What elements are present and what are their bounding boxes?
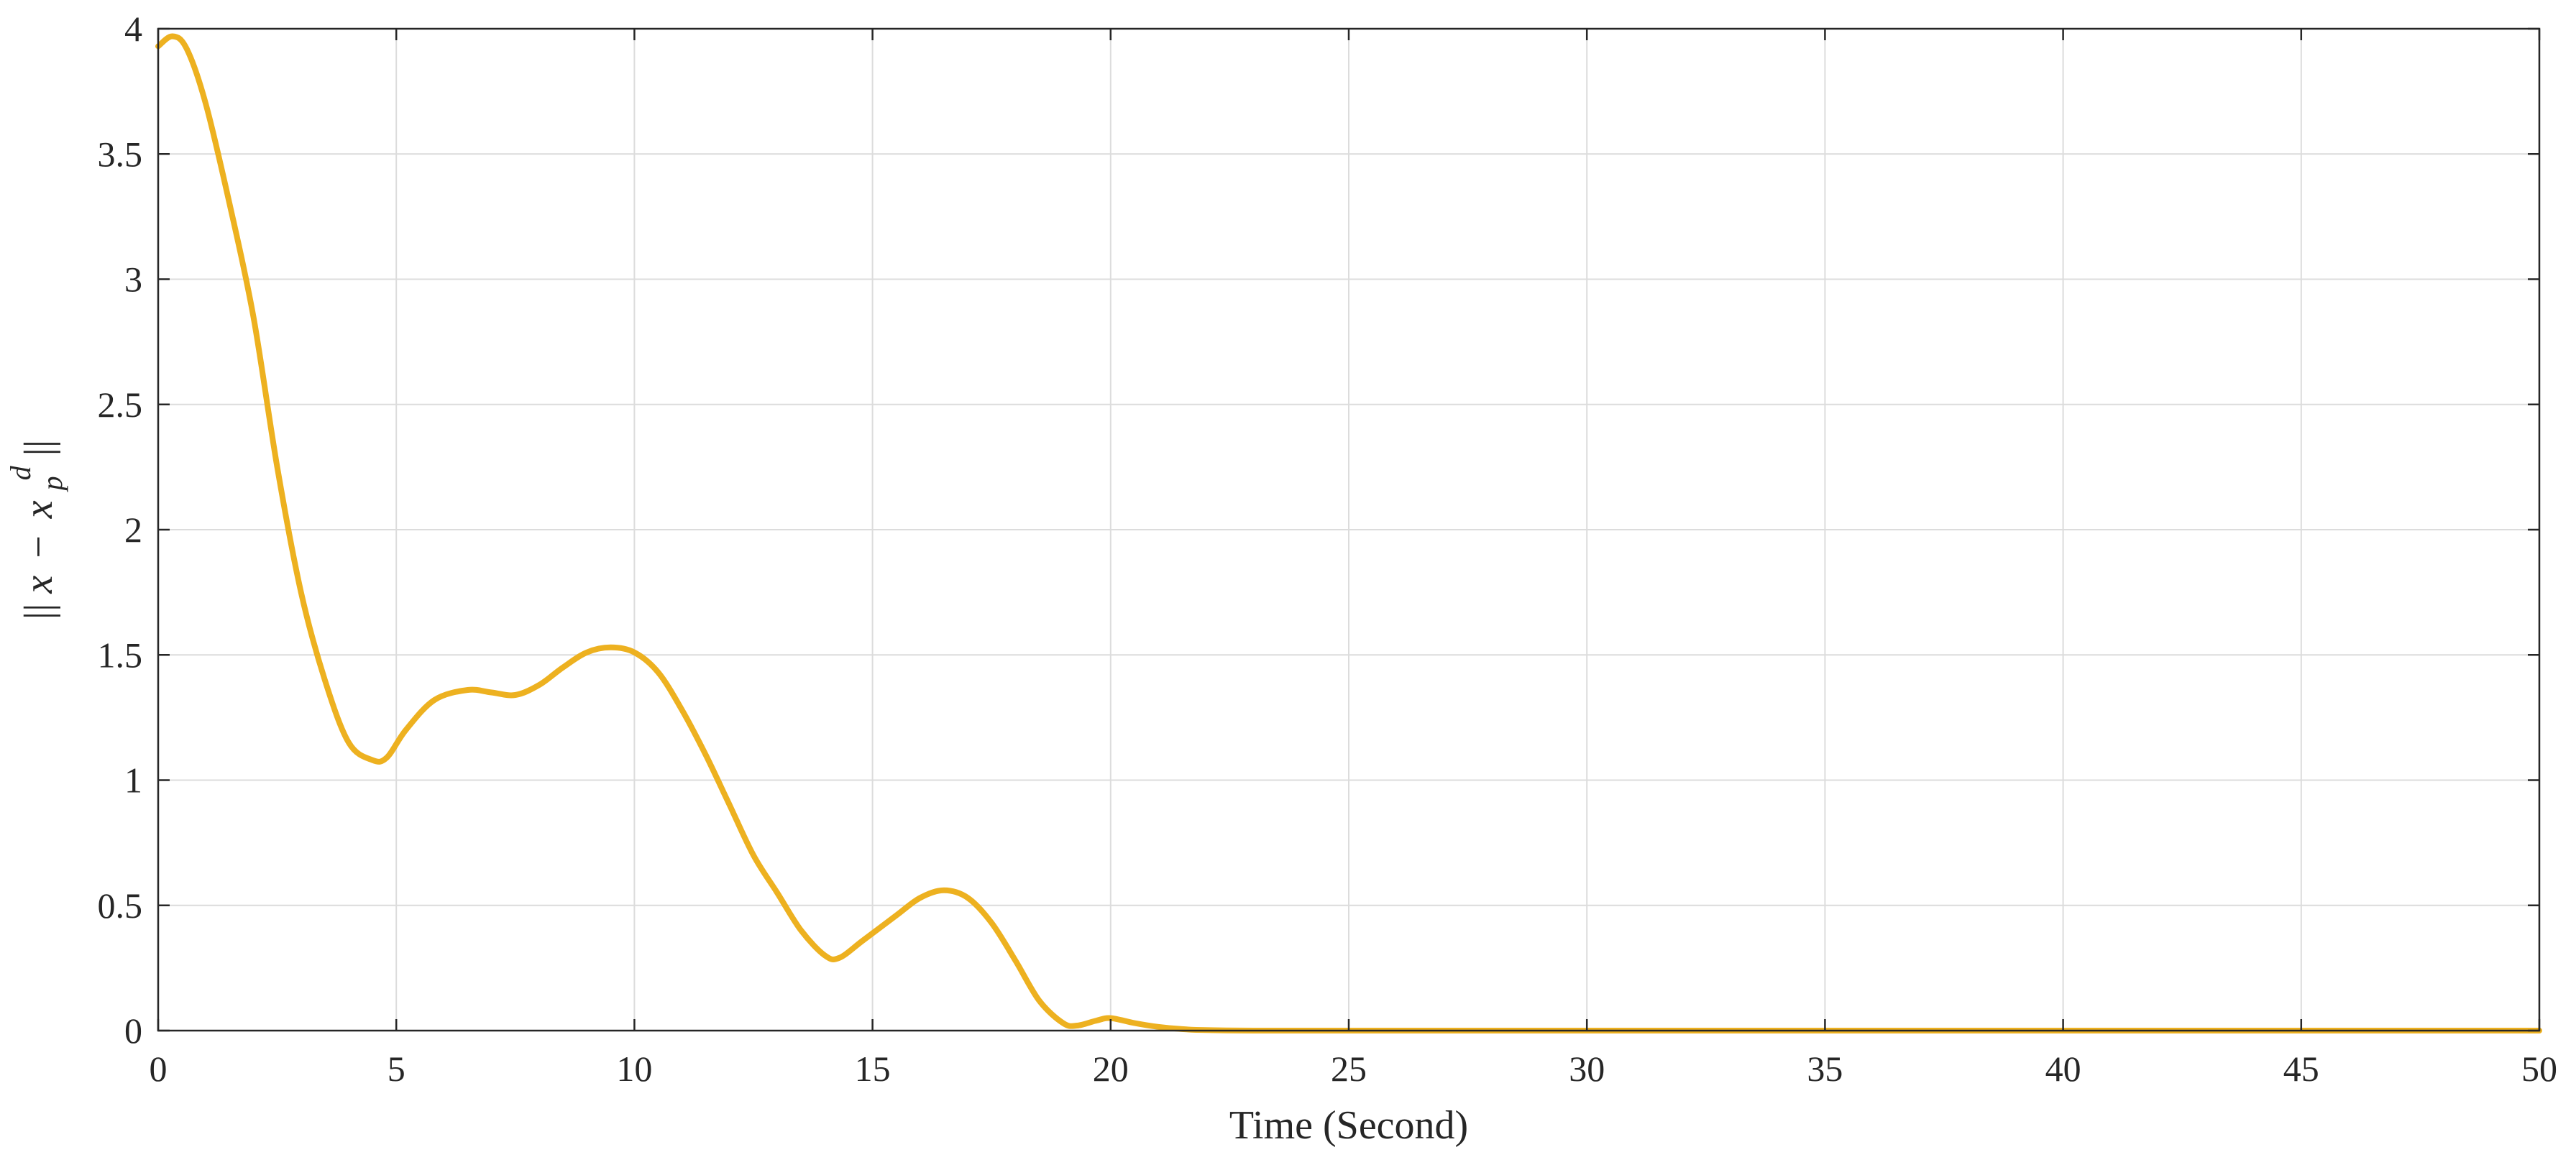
y-label-sub: p	[36, 476, 68, 492]
y-tick-label: 3.5	[98, 134, 143, 174]
y-tick-label: 0	[124, 1010, 142, 1051]
x-tick-label: 20	[1093, 1049, 1129, 1089]
y-tick-label: 2	[124, 510, 142, 550]
y-tick-label: 1.5	[98, 635, 143, 675]
y-label-op: −	[17, 535, 61, 558]
y-label-sup: d	[4, 465, 37, 480]
y-label-norm-left: ||	[17, 604, 61, 620]
x-tick-label: 15	[855, 1049, 891, 1089]
tick-labels: 0 5 10 15 20 25 30 35 40 45 50 0 0.5 1 1.5 2 2.5 3 3.5 4	[98, 9, 2558, 1089]
x-tick-label: 35	[1807, 1049, 1843, 1089]
x-tick-label: 25	[1331, 1049, 1367, 1089]
x-tick-label: 30	[1569, 1049, 1605, 1089]
ticks	[157, 27, 2541, 1032]
x-tick-label: 5	[388, 1049, 405, 1089]
y-tick-label: 2.5	[98, 385, 143, 425]
x-tick-label: 0	[150, 1049, 168, 1089]
x-tick-label: 45	[2283, 1049, 2319, 1089]
x-tick-label: 50	[2521, 1049, 2557, 1089]
x-axis-label: Time (Second)	[1229, 1103, 1468, 1148]
x-tick-label: 10	[616, 1049, 652, 1089]
y-tick-label: 0.5	[98, 885, 143, 926]
y-label-var: x	[17, 576, 61, 594]
y-label-var2: x	[17, 500, 61, 519]
y-tick-label: 1	[124, 760, 142, 801]
y-axis-label: || x − x p d ||	[0, 440, 71, 620]
y-tick-label: 4	[124, 9, 142, 49]
grid	[158, 29, 2539, 1031]
x-tick-label: 40	[2045, 1049, 2081, 1089]
y-tick-label: 3	[124, 259, 142, 300]
y-label-norm-right: ||	[17, 440, 61, 456]
